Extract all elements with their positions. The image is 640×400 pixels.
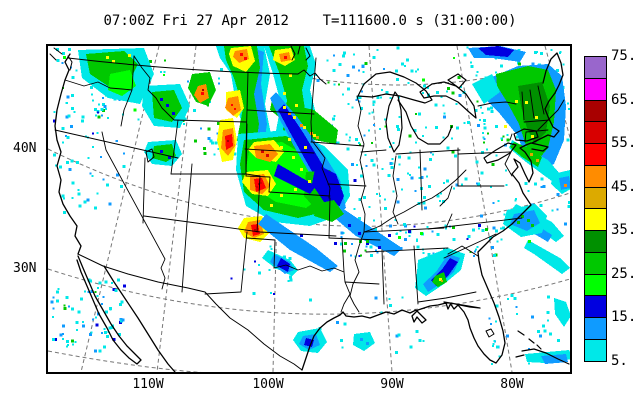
colorbar-box-1 (584, 77, 607, 101)
colorbar-box-10 (584, 273, 607, 297)
colorbar-label-35: 35. (611, 222, 637, 238)
colorbar-box-9 (584, 251, 607, 275)
great-lakes (357, 71, 539, 164)
colorbar-box-11 (584, 295, 607, 318)
mexico-border (77, 253, 303, 371)
lake-okeechobee (485, 328, 495, 338)
colorbar-box-3 (584, 121, 607, 144)
mexico-mainland-coast (103, 265, 176, 372)
state-borders (54, 55, 551, 313)
colorbar-label-5: 5. (611, 352, 628, 369)
colorbar-box-7 (584, 208, 607, 231)
precipitation-field (50, 46, 570, 366)
geography-outlines (49, 46, 570, 372)
lat-label-30N: 30N (13, 261, 37, 276)
colorbar-label-25: 25. (611, 265, 637, 282)
canada-border (67, 57, 565, 131)
colorbar-label-75: 75. (611, 48, 637, 64)
map-frame (46, 44, 572, 374)
page-title: 07:00Z Fri 27 Apr 2012 T=111600.0 s (31:… (103, 13, 517, 29)
colorbar-box-2 (584, 99, 607, 123)
lat-label-40N: 40N (13, 141, 37, 156)
colorbar-box-12 (584, 317, 607, 340)
lon-label-110W: 110W (132, 377, 164, 392)
great-salt-lake (145, 148, 155, 163)
lon-label-80W: 80W (500, 377, 524, 392)
lon-label-90W: 90W (380, 377, 404, 392)
colorbar-box-13 (584, 338, 607, 362)
colorbar-box-5 (584, 164, 607, 188)
canada-lakes (290, 46, 311, 61)
lon-label-100W: 100W (252, 377, 284, 392)
gulf-atlantic-coast (301, 52, 564, 371)
colorbar-label-45: 45. (611, 178, 637, 195)
baja-coast (76, 255, 142, 365)
colorbar-label-55: 55. (611, 135, 637, 151)
colorbar-box-0 (584, 56, 607, 79)
colorbar-box-8 (584, 230, 607, 253)
puget-sound (49, 47, 73, 71)
colorbar-box-6 (584, 186, 607, 210)
cuba-bahamas-coast (515, 330, 570, 365)
colorbar-label-15: 15. (611, 309, 637, 325)
colorbar-box-4 (584, 143, 607, 166)
colorbar-label-65: 65. (611, 91, 637, 108)
pacific-coast (54, 53, 82, 255)
radar-map (48, 46, 570, 372)
